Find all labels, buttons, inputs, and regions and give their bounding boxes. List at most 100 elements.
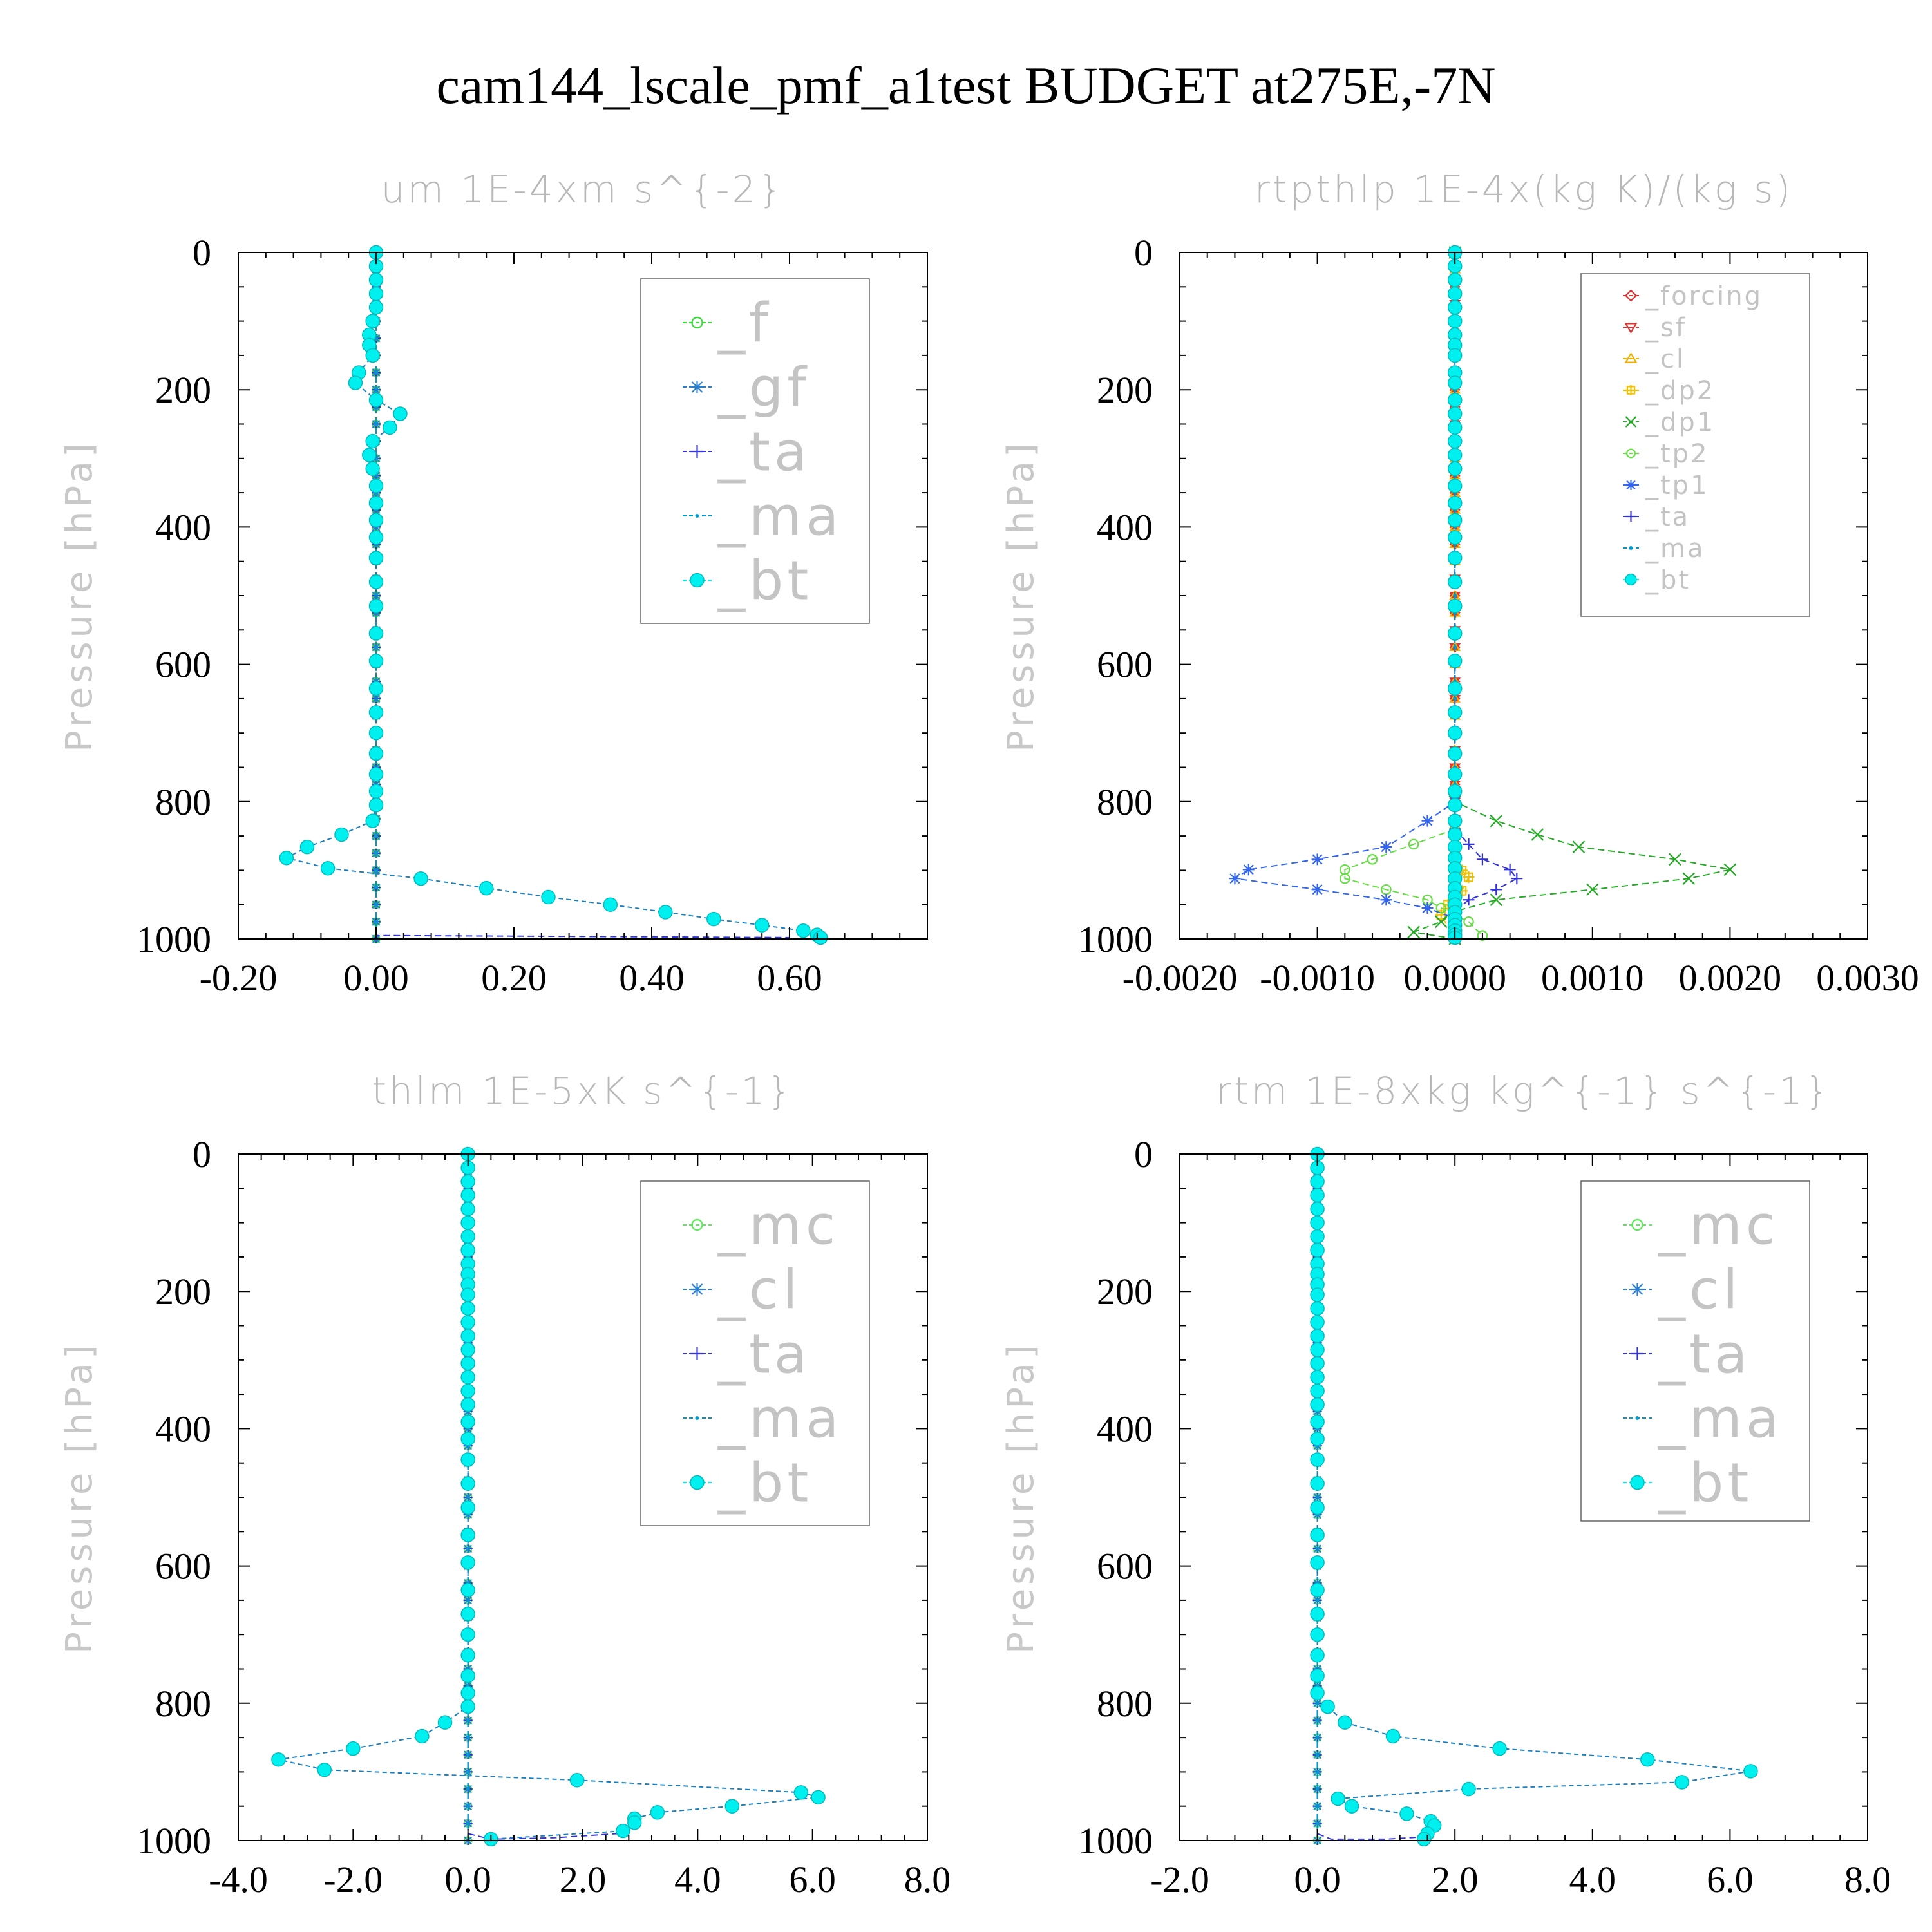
x-tick-label: 0.0 bbox=[1294, 1859, 1341, 1900]
legend-label: _cl bbox=[1645, 345, 1685, 374]
data-point bbox=[374, 645, 378, 649]
data-point bbox=[1435, 902, 1447, 914]
data-point bbox=[1504, 864, 1516, 876]
data-point bbox=[1338, 1715, 1352, 1730]
data-point bbox=[1447, 681, 1463, 696]
data-point bbox=[1447, 797, 1463, 813]
data-point bbox=[1453, 696, 1457, 701]
data-point bbox=[460, 1342, 475, 1358]
data-point bbox=[1531, 828, 1544, 841]
y-tick-label: 600 bbox=[155, 644, 211, 686]
legend-marker bbox=[1629, 546, 1633, 550]
data-point bbox=[466, 1821, 470, 1826]
y-tick-label: 0 bbox=[1134, 1133, 1153, 1175]
data-point bbox=[374, 920, 378, 924]
data-point bbox=[1492, 1741, 1507, 1756]
data-point bbox=[460, 1215, 475, 1230]
legend-marker bbox=[695, 514, 699, 518]
data-point bbox=[1463, 916, 1474, 927]
x-tick-label: 2.0 bbox=[1432, 1859, 1479, 1900]
data-point bbox=[368, 392, 384, 408]
legend-marker bbox=[1625, 573, 1637, 586]
data-point bbox=[374, 902, 378, 907]
data-point bbox=[1461, 1781, 1476, 1797]
data-point bbox=[368, 300, 384, 315]
x-tick-label: 0.60 bbox=[757, 957, 822, 999]
legend-marker bbox=[690, 381, 704, 393]
data-point bbox=[1310, 1356, 1325, 1371]
x-tick-label: 0.00 bbox=[343, 957, 409, 999]
data-point bbox=[368, 513, 384, 527]
data-point bbox=[299, 839, 315, 855]
legend-label: _dp2 bbox=[1645, 376, 1715, 406]
data-point bbox=[466, 1804, 470, 1808]
legend-label: _ma bbox=[1658, 1387, 1783, 1450]
data-point bbox=[368, 272, 384, 287]
data-point bbox=[460, 1685, 475, 1701]
data-point bbox=[1447, 420, 1463, 435]
data-point bbox=[1315, 1804, 1320, 1808]
data-point bbox=[1310, 1370, 1325, 1385]
data-point bbox=[1490, 884, 1502, 896]
data-point bbox=[1416, 1832, 1432, 1847]
data-point bbox=[1640, 1752, 1655, 1767]
y-tick-label: 0 bbox=[193, 1133, 211, 1175]
data-point bbox=[650, 1805, 665, 1820]
data-point bbox=[1447, 406, 1463, 421]
data-point bbox=[706, 911, 721, 927]
x-tick-label: 0.0010 bbox=[1541, 957, 1644, 999]
data-point bbox=[368, 626, 384, 641]
data-point bbox=[1447, 766, 1463, 782]
data-point bbox=[368, 797, 384, 813]
data-point bbox=[1310, 1215, 1325, 1230]
y-tick-label: 400 bbox=[1097, 1408, 1153, 1450]
data-point bbox=[1447, 300, 1463, 315]
data-point bbox=[1310, 1432, 1325, 1446]
legend-label: _tp2 bbox=[1645, 439, 1709, 469]
legend-label: _forcing bbox=[1645, 281, 1763, 311]
legend-marker bbox=[1625, 480, 1636, 490]
panels: um 1E-4xm s^{-2}Pressure [hPa]-0.20 0.00 0… bbox=[59, 167, 1919, 1900]
y-tick-label: 200 bbox=[1097, 1271, 1153, 1312]
data-point bbox=[460, 1329, 475, 1343]
legend-label: _ma bbox=[717, 484, 842, 547]
data-point bbox=[1490, 814, 1503, 828]
y-tick-label: 0 bbox=[1134, 232, 1153, 274]
data-point bbox=[348, 375, 363, 390]
data-point bbox=[1476, 853, 1488, 866]
series-line bbox=[467, 1154, 618, 1840]
x-tick-label: 4.0 bbox=[1569, 1859, 1616, 1900]
data-point bbox=[460, 1370, 475, 1385]
y-tick-label: 800 bbox=[155, 1683, 211, 1725]
y-axis-label: Pressure [hPa] bbox=[1000, 1341, 1042, 1654]
legend-marker bbox=[691, 316, 703, 329]
data-point bbox=[460, 1582, 475, 1598]
data-point bbox=[1310, 1329, 1325, 1343]
data-point bbox=[320, 860, 336, 876]
data-point bbox=[460, 1627, 475, 1642]
data-point bbox=[1310, 1685, 1325, 1701]
data-point bbox=[1511, 873, 1523, 885]
data-point bbox=[1310, 1188, 1325, 1203]
data-point bbox=[368, 574, 384, 589]
data-point bbox=[1447, 433, 1463, 449]
legend-marker bbox=[1625, 511, 1636, 522]
chart-panel-1: um 1E-4xm s^{-2} Pressure [hPa] -0.20 0.00 0… bbox=[59, 167, 928, 999]
data-point bbox=[1463, 894, 1475, 906]
data-point bbox=[1310, 1476, 1325, 1491]
data-point bbox=[460, 1287, 475, 1302]
y-tick-label: 800 bbox=[1097, 1683, 1153, 1725]
legend-marker bbox=[1624, 289, 1638, 302]
legend-label: _dp1 bbox=[1645, 408, 1715, 437]
data-point bbox=[1310, 1342, 1325, 1358]
data-point bbox=[460, 1432, 475, 1446]
data-point bbox=[1447, 448, 1463, 462]
data-point bbox=[466, 1718, 470, 1723]
data-point bbox=[1447, 314, 1463, 328]
data-point bbox=[1447, 813, 1463, 828]
data-point bbox=[1242, 864, 1255, 876]
y-tick-label: 200 bbox=[155, 369, 211, 411]
data-point bbox=[658, 905, 673, 920]
legend-label: _cl bbox=[1658, 1258, 1742, 1321]
legend-marker bbox=[1630, 1475, 1645, 1490]
